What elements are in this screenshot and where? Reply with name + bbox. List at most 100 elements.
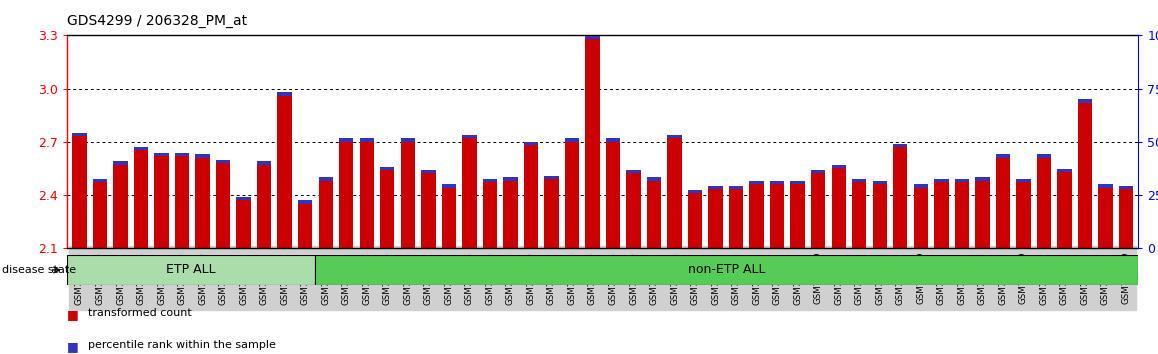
Text: non-ETP ALL: non-ETP ALL [688,263,765,276]
Bar [544,176,558,179]
Bar [380,170,395,248]
Bar [72,136,87,248]
Bar [401,142,415,248]
Bar [914,184,928,188]
Bar [831,168,845,248]
Bar [257,161,271,165]
Bar [954,182,969,248]
Bar [215,160,230,163]
Bar [1119,186,1134,189]
Bar [278,96,292,248]
Bar [1036,154,1051,158]
Bar [873,184,887,248]
Bar [749,184,764,248]
Bar [1098,188,1113,248]
Bar [93,182,108,248]
Bar [893,144,908,147]
Bar [667,138,682,248]
Bar [647,181,661,248]
Bar [462,135,477,138]
Text: ■: ■ [67,340,79,353]
Bar [1036,158,1051,248]
Text: GDS4299 / 206328_PM_at: GDS4299 / 206328_PM_at [67,14,248,28]
Bar [236,200,251,248]
Bar [647,177,661,181]
Bar [154,153,169,156]
Bar [626,170,640,173]
Bar [523,145,538,248]
Bar [196,158,210,248]
Bar [1017,179,1031,182]
Text: disease state: disease state [2,265,76,275]
Bar [565,142,579,248]
Bar [791,184,805,248]
Bar [1098,184,1113,188]
Bar [401,138,415,142]
Bar [298,204,313,248]
Bar [585,36,600,39]
Bar [360,138,374,142]
Bar [996,158,1010,248]
Bar [975,181,990,248]
Bar [1078,99,1092,103]
Bar [339,142,353,248]
Bar [175,153,189,156]
Text: ETP ALL: ETP ALL [167,263,217,276]
Bar [196,154,210,158]
Bar [1057,169,1071,172]
Bar [72,133,87,136]
Bar [688,190,702,193]
Bar [811,173,826,248]
Bar [606,142,621,248]
Bar [278,92,292,96]
Bar [688,193,702,248]
Bar [770,184,784,248]
Bar [315,255,1138,285]
Text: ■: ■ [67,308,79,321]
Bar [215,163,230,248]
Bar [441,184,456,188]
Text: percentile rank within the sample: percentile rank within the sample [88,340,276,350]
Bar [1078,103,1092,248]
Bar [728,189,743,248]
Bar [893,147,908,248]
Bar [483,182,497,248]
Bar [975,177,990,181]
Bar [339,138,353,142]
Bar [852,179,866,182]
Bar [318,177,332,181]
Bar [380,167,395,170]
Bar [709,186,723,189]
Bar [606,138,621,142]
Text: transformed count: transformed count [88,308,192,318]
Bar [360,142,374,248]
Bar [504,181,518,248]
Bar [93,179,108,182]
Bar [441,188,456,248]
Bar [257,165,271,248]
Bar [914,188,928,248]
Bar [544,179,558,248]
Bar [1057,172,1071,248]
Bar [523,142,538,145]
Bar [154,156,169,248]
Bar [1119,189,1134,248]
Bar [954,179,969,182]
Bar [996,154,1010,158]
Bar [175,156,189,248]
Bar [134,147,148,150]
Bar [298,200,313,204]
Bar [483,179,497,182]
Bar [504,177,518,181]
Bar [728,186,743,189]
Bar [565,138,579,142]
Bar [422,173,435,248]
Bar [626,173,640,248]
Bar [873,181,887,184]
Bar [749,181,764,184]
Bar [852,182,866,248]
Bar [791,181,805,184]
Bar [585,39,600,248]
Bar [709,189,723,248]
Bar [422,170,435,173]
